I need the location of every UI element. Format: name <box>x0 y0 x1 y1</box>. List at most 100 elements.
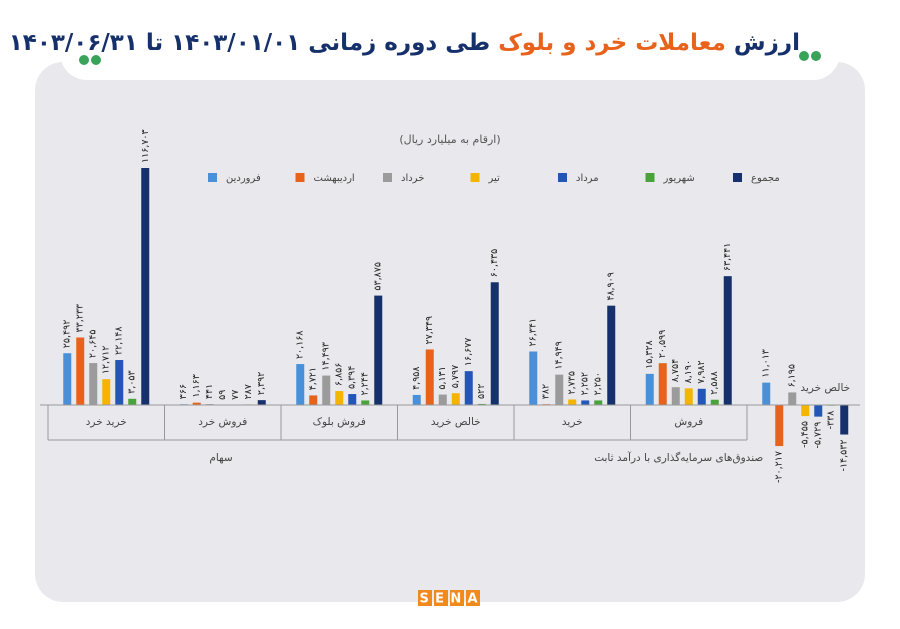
subtitle: (ارقام به میلیارد ریال) <box>399 133 500 146</box>
legend-label: خرداد <box>401 173 424 184</box>
value-label: -۵,۴۵۵ <box>800 421 811 448</box>
logo-box <box>466 590 480 606</box>
value-label: -۱۴,۵۳۲ <box>839 440 850 472</box>
bar <box>464 371 473 405</box>
legend-label: اردیبهشت <box>314 173 355 184</box>
bar <box>788 392 797 405</box>
bar <box>671 387 680 405</box>
value-label: ۱۴,۹۴۹ <box>554 341 565 370</box>
bar <box>529 351 538 405</box>
value-label: -۳۳۸ <box>826 411 837 430</box>
value-label: ۳۸۲ <box>541 384 552 399</box>
value-label: ۲۰,۵۹۹ <box>657 330 668 359</box>
bar <box>115 360 124 405</box>
value-label: ۲,۲۵۰ <box>593 372 604 395</box>
title-part: معاملات خرد و بلوک <box>498 30 726 56</box>
x-tick-label: خالص خرید <box>800 382 850 394</box>
x-tick-label: فروش خرد <box>198 416 247 428</box>
legend-swatch <box>558 173 567 182</box>
value-label: ۲,۳۹۲ <box>256 372 267 395</box>
value-label: ۲,۲۵۲ <box>580 372 591 395</box>
value-label: ۱۱۶,۷۰۳ <box>140 129 151 163</box>
value-label: ۵,۳۹۴ <box>347 366 358 389</box>
legend-swatch <box>383 173 392 182</box>
bar <box>594 400 603 405</box>
logo: SENA <box>418 590 480 607</box>
value-label: ۲۶,۳۴۱ <box>528 318 539 347</box>
legend-label: فروردین <box>226 173 261 184</box>
value-label: ۲,۷۳۵ <box>567 371 578 394</box>
bar <box>296 364 305 405</box>
bar <box>607 305 616 405</box>
value-label: ۳,۰۵۳ <box>127 370 138 393</box>
value-label: ۴,۷۲۱ <box>308 367 319 390</box>
bar <box>257 400 266 405</box>
bar <box>322 375 331 405</box>
value-label: ۲۰,۱۶۸ <box>295 330 306 359</box>
value-label: ۱۵,۳۲۸ <box>644 340 655 369</box>
x-tick-label: فروش <box>674 416 703 428</box>
bar <box>192 402 201 405</box>
legend-swatch <box>470 173 480 182</box>
value-label: ۲۷,۳۴۹ <box>424 316 435 345</box>
logo-box <box>434 590 448 606</box>
value-label: ۱۱,۰۱۳ <box>761 349 772 378</box>
bar <box>361 400 370 405</box>
bar <box>814 405 823 417</box>
bar <box>335 391 344 405</box>
legend-label: تیر <box>488 173 501 184</box>
bar <box>348 394 357 405</box>
value-label: ۶۳,۴۴۱ <box>722 243 733 272</box>
value-label: ۴۸,۹۰۹ <box>606 272 617 301</box>
title-part: ارزش <box>733 30 800 56</box>
value-label: ۲۰,۶۴۵ <box>88 330 99 359</box>
logo-box <box>418 590 432 606</box>
value-label: ۱۲,۷۱۲ <box>101 346 112 375</box>
value-label: ۵,۱۳۱ <box>437 366 448 389</box>
value-label: ۱,۱۶۳ <box>191 374 202 397</box>
bar <box>374 295 383 405</box>
value-label: ۳۳,۲۳۳ <box>75 304 86 333</box>
value-label: ۸,۱۹۰ <box>683 360 694 383</box>
value-label: ۱۶,۶۷۷ <box>463 338 474 367</box>
value-label: ۵۳,۸۷۵ <box>373 262 384 291</box>
bar <box>76 337 85 405</box>
bar <box>425 349 434 405</box>
value-label: ۲۵,۴۹۲ <box>62 320 73 349</box>
bar <box>762 382 771 405</box>
value-label: ۳۶۶ <box>178 384 189 399</box>
bar <box>801 405 810 417</box>
value-label: ۶,۸۵۶ <box>334 363 345 386</box>
bar <box>581 400 590 405</box>
value-label: ۲,۲۴۴ <box>360 372 371 395</box>
bar <box>128 398 137 405</box>
x-tick-label: فروش بلوک <box>313 416 366 428</box>
bar <box>89 363 98 405</box>
bar <box>697 388 706 405</box>
legend-label: شهریور <box>663 173 695 184</box>
value-label: ۵۹ <box>217 390 228 400</box>
legend-swatch <box>208 173 217 182</box>
legend-swatch <box>733 173 742 182</box>
bar <box>555 374 564 405</box>
value-label: ۷,۹۸۲ <box>696 360 707 383</box>
legend-label: مرداد <box>576 173 599 184</box>
value-label: ۵۲۲ <box>476 384 487 399</box>
bar <box>658 363 667 405</box>
legend-label: مجموع <box>751 173 780 184</box>
bar <box>477 403 486 405</box>
bar <box>684 388 693 405</box>
bar <box>63 353 72 405</box>
value-label: ۲۲,۱۴۸ <box>114 326 125 355</box>
value-label: ۲,۵۸۸ <box>709 371 720 394</box>
title-banner <box>60 25 840 80</box>
value-label: -۲۰,۲۱۷ <box>774 451 785 483</box>
bar <box>568 399 577 405</box>
bar <box>645 373 654 405</box>
quote-marks <box>79 51 821 65</box>
legend-swatch <box>645 173 655 182</box>
value-label: ۸,۷۵۴ <box>670 359 681 382</box>
chart-title: ارزش معاملات خرد و بلوک طی دوره زمانی ۱۴… <box>9 30 800 56</box>
